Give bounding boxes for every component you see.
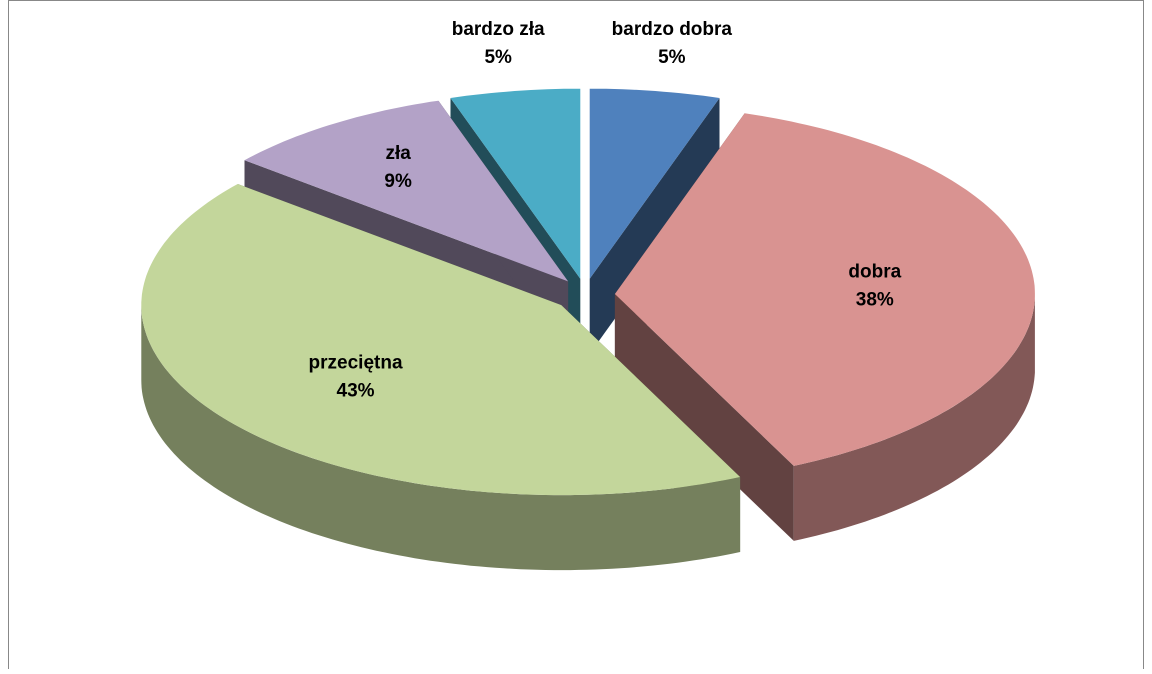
slice-outer-wall	[141, 305, 741, 571]
data-label-category: dobra	[848, 262, 901, 283]
slice	[614, 113, 1035, 466]
slice-outer-wall	[793, 294, 1035, 541]
data-label-value: 5%	[658, 47, 686, 68]
slice	[244, 100, 569, 282]
data-label-category: zła	[385, 143, 411, 164]
slice	[450, 88, 581, 279]
slice-side-wall	[614, 294, 794, 541]
data-label-value: 9%	[384, 171, 412, 192]
data-label-value: 38%	[856, 290, 894, 311]
data-label-category: bardzo dobra	[612, 19, 733, 40]
data-label-category: przeciętna	[309, 352, 403, 373]
slice	[141, 184, 741, 496]
slice	[589, 88, 720, 279]
data-label-value: 5%	[484, 47, 512, 68]
data-label-value: 43%	[337, 380, 375, 401]
data-label-category: bardzo zła	[452, 19, 545, 40]
